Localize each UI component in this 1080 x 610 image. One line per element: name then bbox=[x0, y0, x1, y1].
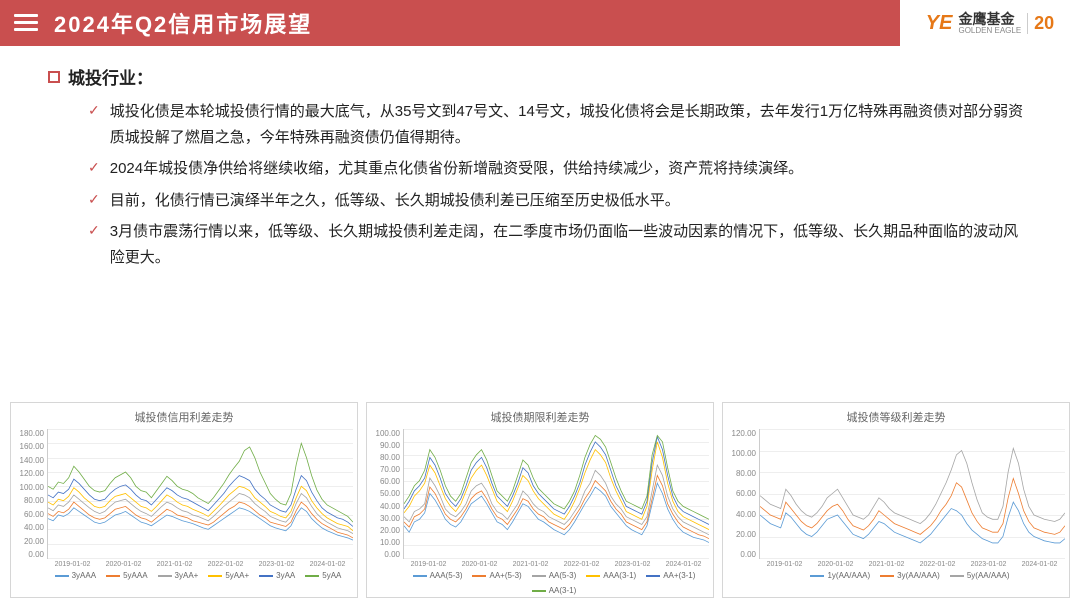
logo-name: 金鹰基金 bbox=[958, 12, 1021, 26]
legend-swatch bbox=[208, 575, 222, 577]
bullet-item: ✓城投化债是本轮城投债行情的最大底气，从35号文到47号文、14号文，城投化债将… bbox=[88, 99, 1032, 150]
check-icon: ✓ bbox=[88, 156, 100, 182]
legend-item: AAA(5-3) bbox=[413, 571, 463, 580]
legend-label: 5yAA+ bbox=[225, 571, 249, 580]
bullet-item: ✓ 目前，化债行情已演绎半年之久，低等级、长久期城投债利差已压缩至历史极低水平。 bbox=[88, 188, 1032, 214]
bullet-item: ✓3月债市震荡行情以来，低等级、长久期城投债利差走阔，在二季度市场仍面临一些波动… bbox=[88, 219, 1032, 270]
chart-legend: AAA(5-3) AA+(5-3) AA(5-3) AAA(3-1) AA+(3-1) A… bbox=[371, 568, 709, 595]
legend-label: 5yAA bbox=[322, 571, 341, 580]
legend-label: AA(5-3) bbox=[549, 571, 577, 580]
legend-label: 3yAA+ bbox=[175, 571, 199, 580]
legend-label: AAA(5-3) bbox=[430, 571, 463, 580]
legend-label: AA+(3-1) bbox=[663, 571, 695, 580]
legend-label: 3y(AA/AAA) bbox=[897, 571, 940, 580]
legend-item: AA+(3-1) bbox=[646, 571, 695, 580]
legend-swatch bbox=[586, 575, 600, 577]
charts-row: 城投债信用利差走势 180.00160.00140.00120.00100.008… bbox=[0, 398, 1080, 602]
legend-swatch bbox=[106, 575, 120, 577]
legend-item: 5yAA+ bbox=[208, 571, 249, 580]
legend-item: 5yAAA bbox=[106, 571, 147, 580]
logo-area: YE 金鹰基金 GOLDEN EAGLE 20 bbox=[900, 0, 1080, 46]
square-bullet-icon bbox=[48, 71, 60, 83]
header-bar: 2024年Q2信用市场展望 YE 金鹰基金 GOLDEN EAGLE 20 bbox=[0, 0, 1080, 46]
legend-label: 5yAAA bbox=[123, 571, 147, 580]
page-title: 2024年Q2信用市场展望 bbox=[54, 7, 312, 39]
bullet-item: ✓ 2024年城投债净供给将继续收缩，尤其重点化债省份新增融资受限，供给持续减少，… bbox=[88, 156, 1032, 182]
legend-label: AA(3-1) bbox=[549, 586, 577, 595]
legend-item: AA(5-3) bbox=[532, 571, 577, 580]
legend-swatch bbox=[305, 575, 319, 577]
bullet-list: ✓城投化债是本轮城投债行情的最大底气，从35号文到47号文、14号文，城投化债将… bbox=[48, 99, 1032, 270]
chart-title: 城投债期限利差走势 bbox=[371, 409, 709, 425]
section-title: 城投行业： bbox=[68, 64, 153, 89]
legend-swatch bbox=[646, 575, 660, 577]
legend-label: AAA(3-1) bbox=[603, 571, 636, 580]
legend-swatch bbox=[413, 575, 427, 577]
legend-swatch bbox=[532, 590, 546, 592]
content-area: 城投行业： ✓城投化债是本轮城投债行情的最大底气，从35号文到47号文、14号文… bbox=[0, 46, 1080, 286]
chart-box: 城投债期限利差走势 100.0090.0080.0070.0060.0050.00… bbox=[366, 402, 714, 598]
menu-icon bbox=[14, 14, 38, 32]
legend-item: 3y(AA/AAA) bbox=[880, 571, 940, 580]
x-axis: 2019-01-022020-01-022021-01-022022-01-02… bbox=[371, 561, 709, 568]
chart-legend: 1y(AA/AAA) 3y(AA/AAA) 5y(AA/AAA) bbox=[727, 568, 1065, 580]
legend-item: AA(3-1) bbox=[532, 586, 577, 595]
legend-label: 3yAAA bbox=[72, 571, 96, 580]
legend-item: 5yAA bbox=[305, 571, 341, 580]
chart-body: 120.00100.0080.0060.0040.0020.000.00 bbox=[727, 429, 1065, 559]
bullet-text: 目前，化债行情已演绎半年之久，低等级、长久期城投债利差已压缩至历史极低水平。 bbox=[110, 188, 680, 214]
y-axis: 180.00160.00140.00120.00100.0080.0060.00… bbox=[15, 429, 47, 559]
legend-item: 5y(AA/AAA) bbox=[950, 571, 1010, 580]
legend-item: 1y(AA/AAA) bbox=[810, 571, 870, 580]
legend-swatch bbox=[532, 575, 546, 577]
legend-swatch bbox=[259, 575, 273, 577]
logo-name-en: GOLDEN EAGLE bbox=[958, 26, 1021, 35]
plot-area bbox=[47, 429, 353, 559]
x-axis: 2019-01-022020-01-022021-01-022022-01-02… bbox=[15, 561, 353, 568]
section-title-row: 城投行业： bbox=[48, 64, 1032, 89]
y-axis: 100.0090.0080.0070.0060.0050.0040.0030.0… bbox=[371, 429, 403, 559]
chart-body: 180.00160.00140.00120.00100.0080.0060.00… bbox=[15, 429, 353, 559]
legend-swatch bbox=[810, 575, 824, 577]
bullet-text: 3月债市震荡行情以来，低等级、长久期城投债利差走阔，在二季度市场仍面临一些波动因… bbox=[110, 219, 1032, 270]
legend-label: 1y(AA/AAA) bbox=[827, 571, 870, 580]
check-icon: ✓ bbox=[88, 188, 100, 214]
legend-label: 5y(AA/AAA) bbox=[967, 571, 1010, 580]
bullet-text: 城投化债是本轮城投债行情的最大底气，从35号文到47号文、14号文，城投化债将会… bbox=[110, 99, 1032, 150]
chart-box: 城投债等级利差走势 120.00100.0080.0060.0040.0020.0… bbox=[722, 402, 1070, 598]
chart-body: 100.0090.0080.0070.0060.0050.0040.0030.0… bbox=[371, 429, 709, 559]
chart-title: 城投债等级利差走势 bbox=[727, 409, 1065, 425]
legend-item: AAA(3-1) bbox=[586, 571, 636, 580]
logo-badge: 20 bbox=[1027, 13, 1054, 34]
legend-swatch bbox=[158, 575, 172, 577]
bullet-text: 2024年城投债净供给将继续收缩，尤其重点化债省份新增融资受限，供给持续减少，资… bbox=[110, 156, 803, 182]
x-axis: 2019-01-022020-01-022021-01-022022-01-02… bbox=[727, 561, 1065, 568]
legend-swatch bbox=[55, 575, 69, 577]
legend-label: 3yAA bbox=[276, 571, 295, 580]
chart-title: 城投债信用利差走势 bbox=[15, 409, 353, 425]
legend-item: 3yAA+ bbox=[158, 571, 199, 580]
logo-mark: YE bbox=[926, 12, 953, 35]
chart-box: 城投债信用利差走势 180.00160.00140.00120.00100.008… bbox=[10, 402, 358, 598]
legend-item: AA+(5-3) bbox=[472, 571, 521, 580]
check-icon: ✓ bbox=[88, 99, 100, 150]
legend-item: 3yAAA bbox=[55, 571, 96, 580]
legend-swatch bbox=[950, 575, 964, 577]
legend-swatch bbox=[472, 575, 486, 577]
plot-area bbox=[759, 429, 1065, 559]
legend-swatch bbox=[880, 575, 894, 577]
check-icon: ✓ bbox=[88, 219, 100, 270]
plot-area bbox=[403, 429, 709, 559]
chart-legend: 3yAAA 5yAAA 3yAA+ 5yAA+ 3yAA 5yAA bbox=[15, 568, 353, 580]
legend-item: 3yAA bbox=[259, 571, 295, 580]
y-axis: 120.00100.0080.0060.0040.0020.000.00 bbox=[727, 429, 759, 559]
legend-label: AA+(5-3) bbox=[489, 571, 521, 580]
